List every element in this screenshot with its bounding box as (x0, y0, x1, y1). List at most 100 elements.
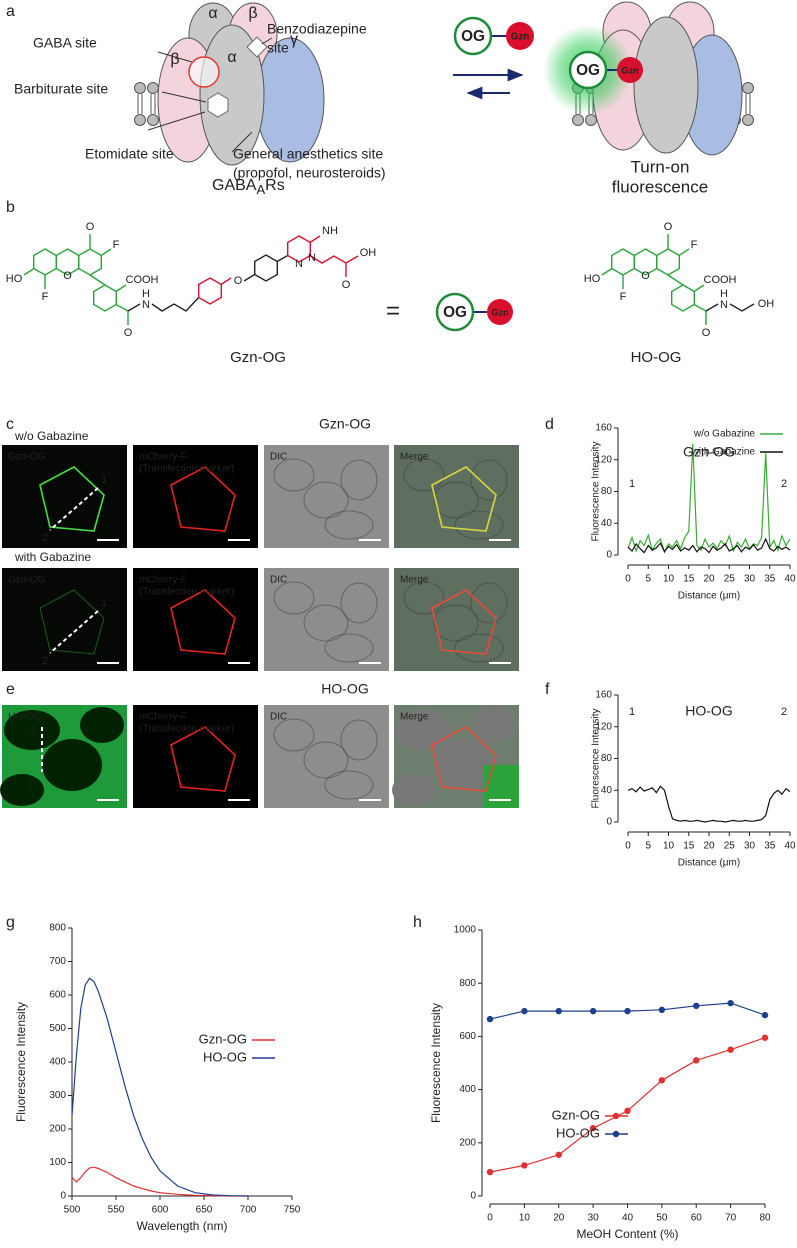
channel-label: DIC (270, 452, 287, 463)
atom-label: F (42, 291, 49, 303)
panel-letter: f (545, 681, 550, 698)
x-tick-label: 700 (240, 1205, 257, 1216)
cell-outline (324, 770, 374, 800)
legend-marker (612, 1112, 620, 1120)
data-point (589, 1007, 597, 1015)
cell-outline (454, 510, 504, 540)
label: site (267, 40, 289, 56)
condition-label: with Gabazine (14, 550, 91, 564)
probe-og (453, 16, 493, 56)
y-tick-label: 80 (601, 486, 613, 497)
panel-title: Gzn-OG (319, 416, 371, 432)
cell-outline (303, 604, 349, 642)
membrane-signal (170, 466, 236, 532)
x-tick-label: 30 (744, 841, 756, 852)
channel-note: (Transfection marker) (139, 724, 234, 735)
medium-signal (484, 765, 519, 808)
channel-label: mCherry-F (139, 575, 187, 586)
x-tick-label: 40 (784, 841, 796, 852)
x-tick-label: 15 (683, 574, 695, 585)
annotation: 2 (781, 706, 787, 718)
lipid-tail (137, 94, 143, 114)
x-tick-label: 50 (656, 1213, 668, 1224)
ring (656, 248, 680, 276)
probe-gzn (506, 22, 534, 50)
atom-label: F (113, 239, 120, 251)
bond (23, 234, 129, 325)
y-tick-label: 160 (595, 690, 612, 701)
y-tick-label: 300 (49, 1090, 66, 1101)
y-tick-label: 600 (49, 990, 66, 1001)
y-tick-label: 100 (49, 1157, 66, 1168)
x-tick-label: 35 (764, 574, 776, 585)
bond (729, 303, 755, 312)
atom-label: O (86, 221, 95, 233)
cell-outline (454, 633, 504, 663)
x-tick-label: 0 (487, 1213, 493, 1224)
micrograph (2, 445, 127, 548)
membrane-signal (431, 466, 497, 532)
y-tick-label: 400 (49, 1057, 66, 1068)
channel-label: Merge (400, 452, 429, 463)
x-tick-label: 15 (683, 841, 695, 852)
profile-end: 2 (27, 779, 33, 791)
membrane-signal (431, 726, 497, 792)
x-tick-label: 550 (108, 1205, 125, 1216)
channel-label: HO-OG (8, 712, 42, 723)
y-tick-label: 800 (49, 923, 66, 934)
x-axis-label: Wavelength (nm) (137, 1219, 228, 1233)
subunit-letter: β (248, 5, 257, 22)
profile-end: 1 (30, 724, 36, 736)
cell-outline (403, 581, 445, 615)
label: fluorescence (612, 177, 708, 196)
atom-label: O (702, 327, 711, 339)
y-tick-label: 200 (459, 1137, 476, 1148)
cell-outline (273, 718, 315, 752)
x-tick-label: 40 (622, 1213, 634, 1224)
cell-outline (340, 459, 378, 501)
probe-gzn-label: Gzn (621, 65, 638, 75)
probe-og (435, 292, 475, 332)
data-point (521, 1007, 528, 1015)
legend-label: w/o Gabazine (693, 429, 756, 440)
data-point (486, 1015, 494, 1023)
x-tick-label: 80 (759, 1213, 771, 1224)
x-tick-label: 25 (724, 574, 736, 585)
cell-shadow (434, 739, 494, 791)
cell-outline (303, 741, 349, 779)
y-tick-label: 160 (595, 423, 612, 434)
bond (127, 303, 141, 312)
series-line (71, 1166, 248, 1197)
y-tick-label: 40 (601, 518, 613, 529)
channel-label: DIC (270, 712, 287, 723)
cell-shadow (472, 707, 516, 743)
cell-shadow (80, 707, 124, 743)
x-tick-label: 0 (625, 574, 631, 585)
x-tick-label: 500 (64, 1205, 81, 1216)
channel-label: mCherry-F (139, 452, 187, 463)
channel-label: Gzn-OG (8, 575, 45, 586)
x-tick-label: 10 (663, 841, 675, 852)
y-tick-label: 400 (459, 1084, 476, 1095)
x-axis-label: Distance (μm) (678, 858, 740, 869)
panel-letter: b (6, 199, 15, 216)
atom-label: O (641, 270, 650, 282)
x-tick-label: 20 (703, 841, 715, 852)
series-line (627, 537, 791, 554)
data-point (761, 1011, 769, 1019)
probe-gzn (487, 299, 513, 325)
panel-letter: g (6, 914, 15, 931)
profile-line (49, 487, 99, 531)
channel-note: (Transfection marker) (139, 587, 234, 598)
panel-letter: e (6, 681, 15, 698)
annotation: 1 (629, 478, 635, 490)
probe-og-label: OG (576, 62, 600, 79)
membrane-signal (170, 726, 236, 792)
x-tick-label: 750 (284, 1205, 301, 1216)
series-line (489, 1037, 766, 1173)
cell-shadow (0, 774, 44, 806)
panel-letter: d (545, 416, 554, 433)
x-tick-label: 10 (663, 574, 675, 585)
micrograph (2, 568, 127, 671)
y-tick-label: 80 (601, 753, 613, 764)
